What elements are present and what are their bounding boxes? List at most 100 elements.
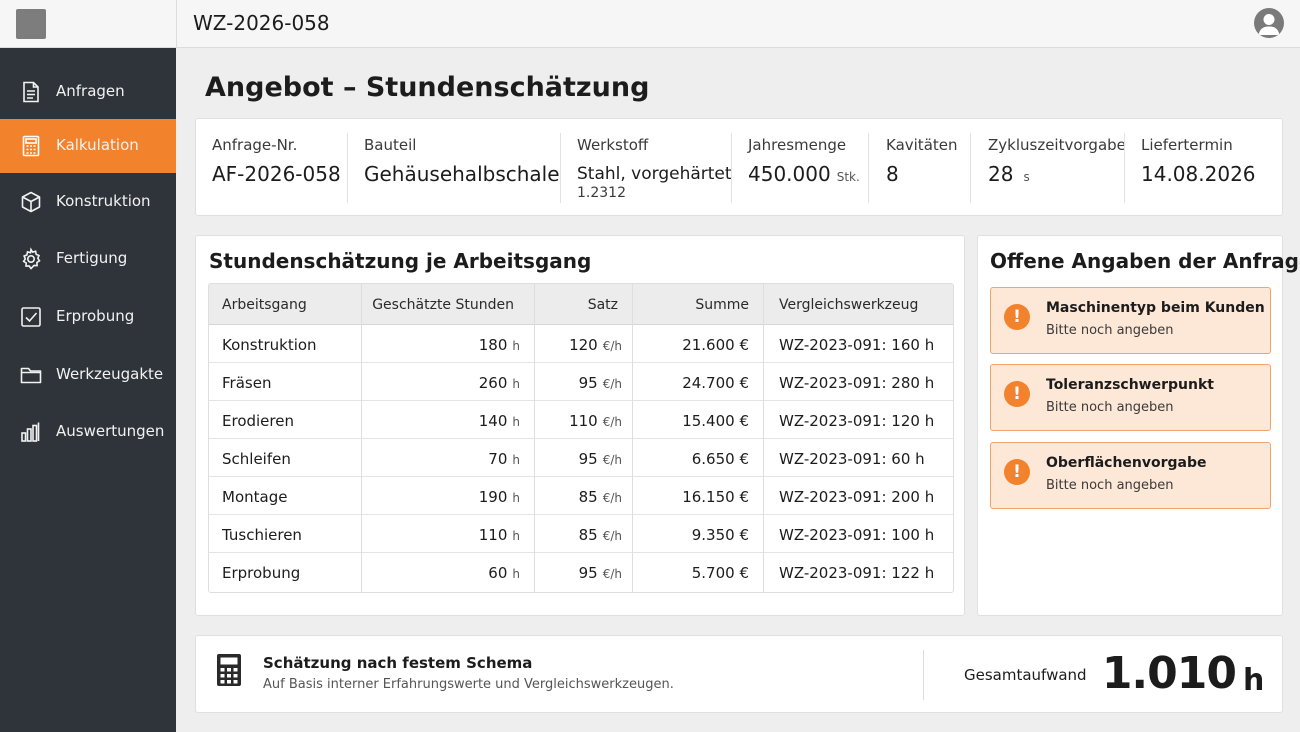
cell-rate-unit: €/h (602, 453, 622, 467)
sidebar-item-fertigung[interactable]: Fertigung (0, 232, 176, 286)
sidebar-item-label: Auswertungen (56, 422, 165, 440)
cell-summe: 21.600 € (682, 336, 749, 354)
sidebar-item-label: Kalkulation (56, 136, 139, 154)
column-divider (361, 284, 362, 592)
table-row[interactable]: Erprobung 60 h 95 €/h 5.700 € WZ-2023-091: 122… (209, 553, 953, 591)
gear-icon (19, 247, 43, 271)
cell-satz-value: 85 (578, 526, 598, 544)
cell-rate-unit: €/h (602, 415, 622, 429)
info-value: AF-2026-058 (212, 162, 341, 186)
hours-estimate-card: Stundenschätzung je Arbeitsgang Arbeitsg… (195, 235, 965, 616)
cell-satz: 95 €/h (535, 564, 622, 582)
table-row[interactable]: Schleifen 70 h 95 €/h 6.650 € WZ-2023-091: 60 … (209, 439, 953, 477)
cell-satz-value: 95 (578, 564, 598, 582)
warning-icon: ! (1004, 381, 1030, 407)
estimate-method-title: Schätzung nach festem Schema (263, 654, 533, 672)
info-divider (970, 133, 971, 203)
cell-summe: 24.700 € (682, 374, 749, 392)
calculator-icon (216, 653, 242, 687)
cell-satz: 85 €/h (535, 488, 622, 506)
info-number: 450.000 (748, 162, 831, 186)
cell-stunden: 140 h (362, 412, 520, 430)
cell-rate-unit: €/h (602, 567, 622, 581)
info-label: Bauteil (364, 136, 417, 154)
cell-stunden: 70 h (362, 450, 520, 468)
open-item-oberflaeche[interactable]: ! Oberflächenvorgabe Bitte noch angeben (990, 442, 1271, 509)
open-item-title: Maschinentyp beim Kunden (1046, 300, 1265, 316)
sidebar-item-werkzeugakte[interactable]: Werkzeugakte (0, 348, 176, 402)
user-avatar-icon[interactable] (1254, 8, 1284, 38)
total-effort-label: Gesamtaufwand (964, 666, 1087, 684)
cell-summe: 16.150 € (682, 488, 749, 506)
cell-arbeitsgang: Erodieren (222, 412, 294, 430)
column-header-satz[interactable]: Satz (587, 297, 618, 313)
page-title: Angebot – Stundenschätzung (205, 72, 650, 103)
cell-satz: 120 €/h (535, 336, 622, 354)
cell-stunden: 190 h (362, 488, 520, 506)
cell-summe: 5.700 € (691, 564, 749, 582)
cell-hour-unit: h (512, 529, 520, 543)
cell-vergleich: WZ-2023-091: 280 h (779, 374, 935, 392)
column-header-stunden[interactable]: Geschätzte Stunden (372, 297, 514, 313)
info-divider (868, 133, 869, 203)
sidebar-item-konstruktion[interactable]: Konstruktion (0, 175, 176, 229)
info-value: 14.08.2026 (1141, 162, 1256, 186)
app-logo[interactable] (16, 9, 46, 39)
cell-stunden: 60 h (362, 564, 520, 582)
open-item-toleranz[interactable]: ! Toleranzschwerpunkt Bitte noch angeben (990, 364, 1271, 431)
column-header-vergleich[interactable]: Vergleichswerkzeug (779, 297, 919, 313)
sidebar-item-kalkulation[interactable]: Kalkulation (0, 119, 176, 173)
cell-stunden-value: 60 (488, 564, 508, 582)
checkbox-icon (19, 305, 43, 329)
cell-arbeitsgang: Montage (222, 488, 288, 506)
cell-stunden-value: 260 (478, 374, 508, 392)
cell-satz: 95 €/h (535, 450, 622, 468)
table-row[interactable]: Fräsen 260 h 95 €/h 24.700 € WZ-2023-091: 280 … (209, 363, 953, 401)
info-sub-value: 1.2312 (577, 185, 626, 201)
cell-satz-value: 110 (569, 412, 598, 430)
table-row[interactable]: Tuschieren 110 h 85 €/h 9.350 € WZ-2023-091: 1… (209, 515, 953, 553)
info-divider (560, 133, 561, 203)
table-row[interactable]: Konstruktion 180 h 120 €/h 21.600 € WZ-2023-09… (209, 325, 953, 363)
total-effort-value: 1.010 (1101, 648, 1237, 699)
sidebar-item-anfragen[interactable]: Anfragen (0, 65, 176, 119)
cell-hour-unit: h (512, 491, 520, 505)
estimate-summary-card: Schätzung nach festem Schema Auf Basis i… (195, 635, 1283, 713)
cell-arbeitsgang: Schleifen (222, 450, 291, 468)
cell-vergleich: WZ-2023-091: 100 h (779, 526, 935, 544)
sidebar-item-erprobung[interactable]: Erprobung (0, 290, 176, 344)
cell-rate-unit: €/h (602, 377, 622, 391)
cell-satz: 110 €/h (535, 412, 622, 430)
table-row[interactable]: Erodieren 140 h 110 €/h 15.400 € WZ-2023-091: … (209, 401, 953, 439)
table-row[interactable]: Montage 190 h 85 €/h 16.150 € WZ-2023-091: 200… (209, 477, 953, 515)
top-bar: WZ-2026-058 (0, 0, 1300, 48)
open-item-maschinentyp[interactable]: ! Maschinentyp beim Kunden Bitte noch an… (990, 287, 1271, 354)
open-item-hint: Bitte noch angeben (1046, 323, 1174, 338)
cell-stunden-value: 110 (478, 526, 508, 544)
info-divider (1124, 133, 1125, 203)
sidebar-item-auswertungen[interactable]: Auswertungen (0, 405, 176, 459)
open-items-card: Offene Angaben der Anfrage ! Maschinenty… (977, 235, 1300, 616)
info-value: 8 (886, 162, 899, 186)
sidebar: Anfragen Kalkulation Konstruktion Fertig… (0, 48, 176, 732)
cell-satz-value: 120 (569, 336, 598, 354)
info-label: Anfrage-Nr. (212, 136, 298, 154)
cell-arbeitsgang: Konstruktion (222, 336, 317, 354)
cell-vergleich: WZ-2023-091: 120 h (779, 412, 935, 430)
info-value: Gehäusehalbschale (364, 162, 560, 186)
cell-hour-unit: h (512, 339, 520, 353)
info-divider (347, 133, 348, 203)
table-header-row: Arbeitsgang Geschätzte Stunden Satz Summ… (209, 284, 953, 325)
request-info-strip: Anfrage-Nr. AF-2026-058 Bauteil Gehäuseh… (195, 118, 1283, 216)
column-header-arbeitsgang[interactable]: Arbeitsgang (222, 297, 307, 313)
cell-stunden: 180 h (362, 336, 520, 354)
calculator-icon (19, 134, 43, 158)
info-label: Werkstoff (577, 136, 649, 154)
info-value: 28 s (988, 162, 1030, 186)
column-header-summe[interactable]: Summe (695, 297, 749, 313)
open-item-title: Oberflächenvorgabe (1046, 455, 1207, 471)
cell-satz: 85 €/h (535, 526, 622, 544)
hours-table-title: Stundenschätzung je Arbeitsgang (209, 249, 592, 273)
cell-rate-unit: €/h (602, 339, 622, 353)
cube-icon (19, 190, 43, 214)
